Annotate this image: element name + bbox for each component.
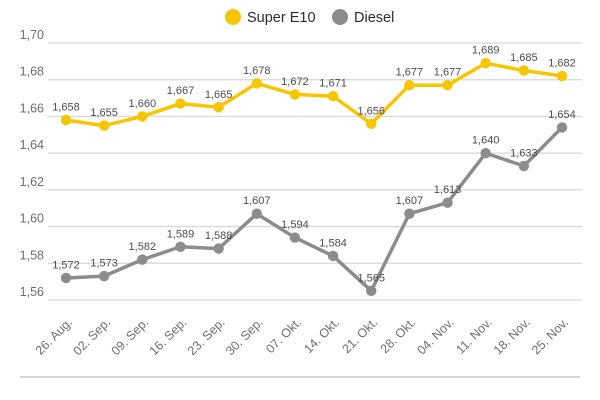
chart-legend: Super E10 Diesel: [225, 9, 394, 26]
data-label-super-e10: 1,677: [434, 67, 462, 79]
data-label-super-e10: 1,671: [319, 78, 347, 90]
data-label-super-e10: 1,658: [52, 102, 80, 114]
data-point-super-e10: [60, 114, 72, 126]
x-tick-label: 26. Aug.: [33, 315, 75, 357]
data-label-diesel: 1,640: [472, 135, 500, 147]
x-tick-label: 30. Sep.: [223, 315, 266, 358]
x-tick-label: 18. Nov.: [491, 315, 533, 357]
data-label-diesel: 1,607: [243, 195, 271, 207]
data-label-diesel: 1,589: [167, 228, 195, 240]
data-point-super-e10: [213, 102, 224, 113]
x-tick-label: 02. Sep.: [70, 315, 113, 358]
data-label-diesel: 1,654: [548, 109, 576, 121]
data-label-super-e10: 1,672: [281, 76, 309, 88]
data-point-diesel: [442, 197, 453, 208]
data-label-super-e10: 1,667: [167, 85, 195, 97]
legend-label-diesel: Diesel: [354, 10, 394, 26]
y-tick-label: 1,60: [20, 212, 44, 226]
data-label-super-e10: 1,689: [472, 45, 500, 57]
data-label-super-e10: 1,682: [548, 58, 576, 70]
data-label-diesel: 1,633: [510, 147, 538, 159]
data-label-diesel: 1,573: [90, 258, 118, 270]
data-point-diesel: [404, 208, 415, 219]
series-diesel: 1,572 1,573 1,582 1,589 1,588 1,607 1,594 1,584…: [52, 109, 576, 297]
data-label-diesel: 1,607: [396, 195, 424, 207]
data-point-super-e10: [175, 98, 186, 109]
y-tick-label: 1,62: [20, 175, 44, 189]
y-tick-label: 1,70: [20, 28, 44, 42]
x-tick-label: 16. Sep.: [147, 315, 190, 358]
data-label-super-e10: 1,655: [90, 107, 118, 119]
gridlines: [48, 42, 582, 301]
x-tick-label: 11. Nov.: [453, 315, 495, 357]
data-point-diesel: [556, 122, 568, 133]
data-label-super-e10: 1,678: [243, 65, 271, 77]
data-label-super-e10: 1,685: [510, 52, 538, 64]
x-tick-label: 09. Sep.: [109, 315, 152, 358]
data-point-diesel: [480, 147, 491, 159]
data-point-super-e10: [556, 70, 568, 82]
legend-swatch-super-e10-icon: [225, 9, 241, 25]
y-tick-label: 1,66: [20, 101, 44, 115]
data-point-diesel: [289, 232, 301, 243]
y-tick-label: 1,58: [20, 248, 44, 262]
data-point-super-e10: [98, 120, 110, 131]
x-tick-label: 04. Nov.: [414, 315, 456, 357]
data-point-super-e10: [480, 57, 491, 69]
data-point-super-e10: [404, 80, 415, 91]
data-label-diesel: 1,584: [319, 237, 347, 249]
data-point-diesel: [60, 272, 72, 284]
y-tick-label: 1,64: [20, 138, 44, 152]
data-point-diesel: [213, 243, 224, 254]
legend-item-diesel[interactable]: Diesel: [332, 9, 394, 26]
data-label-super-e10: 1,677: [396, 67, 424, 79]
data-label-diesel: 1,572: [52, 259, 80, 271]
data-label-diesel: 1,613: [434, 184, 462, 196]
data-point-diesel: [251, 208, 262, 219]
series-super-e10: 1,658 1,655 1,660 1,667 1,665 1,678 1,672 1,671…: [52, 45, 576, 131]
y-tick-label: 1,68: [20, 65, 44, 79]
data-label-diesel: 1,588: [205, 230, 233, 242]
data-point-diesel: [98, 270, 110, 282]
data-label-diesel: 1,565: [357, 272, 385, 284]
data-label-super-e10: 1,656: [357, 105, 385, 117]
data-point-super-e10: [289, 89, 301, 100]
legend-label-super-e10: Super E10: [247, 10, 316, 26]
legend-swatch-diesel-icon: [332, 9, 348, 25]
x-axis-tick-labels: 26. Aug.02. Sep.09. Sep.16. Sep.23. Sep.…: [33, 315, 571, 358]
data-point-super-e10: [442, 80, 453, 91]
x-tick-label: 07. Okt.: [263, 315, 304, 356]
data-point-super-e10: [251, 78, 262, 89]
data-point-super-e10: [518, 65, 530, 76]
y-axis-tick-labels: 1,70 1,68 1,66 1,64 1,62 1,60 1,58 1,56: [20, 28, 44, 299]
data-point-super-e10: [137, 111, 148, 122]
data-label-diesel: 1,582: [129, 241, 157, 253]
x-tick-label: 21. Okt.: [339, 315, 380, 356]
data-point-super-e10: [366, 118, 377, 129]
data-label-super-e10: 1,660: [129, 98, 157, 110]
data-point-diesel: [137, 254, 148, 265]
x-tick-label: 28. Okt.: [378, 315, 419, 356]
data-point-diesel: [366, 285, 377, 297]
legend-item-super-e10[interactable]: Super E10: [225, 9, 316, 26]
data-point-diesel: [327, 250, 339, 262]
data-label-diesel: 1,594: [281, 219, 309, 231]
data-point-super-e10: [327, 91, 339, 102]
data-point-diesel: [518, 160, 530, 172]
y-tick-label: 1,56: [20, 285, 44, 299]
data-label-super-e10: 1,665: [205, 89, 233, 101]
x-tick-label: 23. Sep.: [185, 315, 228, 358]
data-point-diesel: [175, 241, 186, 252]
x-tick-label: 25. Nov.: [529, 315, 571, 357]
series-line-diesel: [64, 125, 564, 293]
series-line-super-e10: [64, 61, 564, 128]
x-tick-label: 14. Okt.: [301, 315, 342, 356]
